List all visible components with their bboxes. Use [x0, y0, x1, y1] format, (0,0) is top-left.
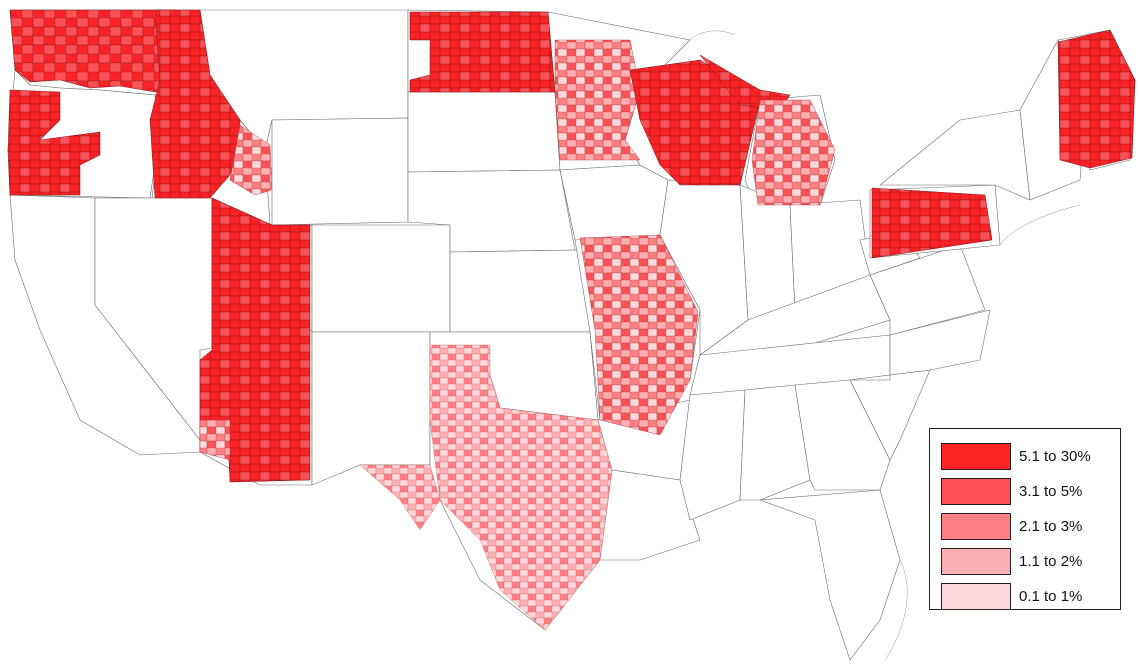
- state-kansas: [449, 249, 591, 333]
- legend-label-1: 5.1 to 30%: [1019, 448, 1091, 465]
- state-kentucky: [699, 274, 891, 361]
- state-florida: [759, 489, 901, 661]
- region-washington-north: [9, 9, 176, 93]
- state-colorado: [311, 224, 451, 333]
- legend-swatch-1: [941, 443, 1011, 470]
- region-idaho-east: [229, 124, 273, 196]
- legend-label-2: 3.1 to 5%: [1019, 483, 1083, 500]
- region-oregon: [7, 89, 101, 196]
- legend-item-1: 5.1 to 30%: [941, 443, 1091, 470]
- region-north-dakota: [409, 11, 556, 93]
- region-michigan-lower: [751, 99, 836, 206]
- legend-swatch-3: [941, 513, 1011, 540]
- state-wyoming: [271, 117, 409, 226]
- map-legend: 5.1 to 30% 3.1 to 5% 2.1 to 3% 1.1 to 2%…: [929, 428, 1121, 610]
- region-utah-arizona: [199, 197, 311, 483]
- legend-label-3: 2.1 to 3%: [1019, 518, 1083, 535]
- county-shading: [7, 9, 1136, 631]
- coastline-details: [689, 30, 1081, 661]
- state-south-dakota: [407, 91, 561, 173]
- state-indiana: [739, 184, 796, 321]
- legend-label-5: 0.1 to 1%: [1019, 588, 1083, 605]
- region-pennsylvania: [871, 187, 993, 259]
- region-texas-west: [359, 464, 441, 531]
- region-missouri: [579, 234, 699, 436]
- legend-item-5: 0.1 to 1%: [941, 583, 1082, 610]
- legend-swatch-2: [941, 478, 1011, 505]
- state-north-carolina: [849, 309, 991, 381]
- state-new-mexico: [311, 331, 431, 486]
- legend-item-4: 1.1 to 2%: [941, 548, 1082, 575]
- region-idaho-panhandle: [149, 9, 241, 199]
- region-arizona-sw: [199, 419, 231, 461]
- legend-swatch-4: [941, 548, 1011, 575]
- region-minnesota-west: [554, 39, 641, 161]
- state-mississippi: [679, 389, 746, 521]
- legend-swatch-5: [941, 583, 1011, 610]
- legend-label-4: 1.1 to 2%: [1019, 553, 1083, 570]
- legend-item-2: 3.1 to 5%: [941, 478, 1082, 505]
- region-maine: [1057, 29, 1136, 169]
- state-iowa: [559, 164, 669, 241]
- state-alabama: [739, 384, 811, 501]
- legend-item-3: 2.1 to 3%: [941, 513, 1082, 540]
